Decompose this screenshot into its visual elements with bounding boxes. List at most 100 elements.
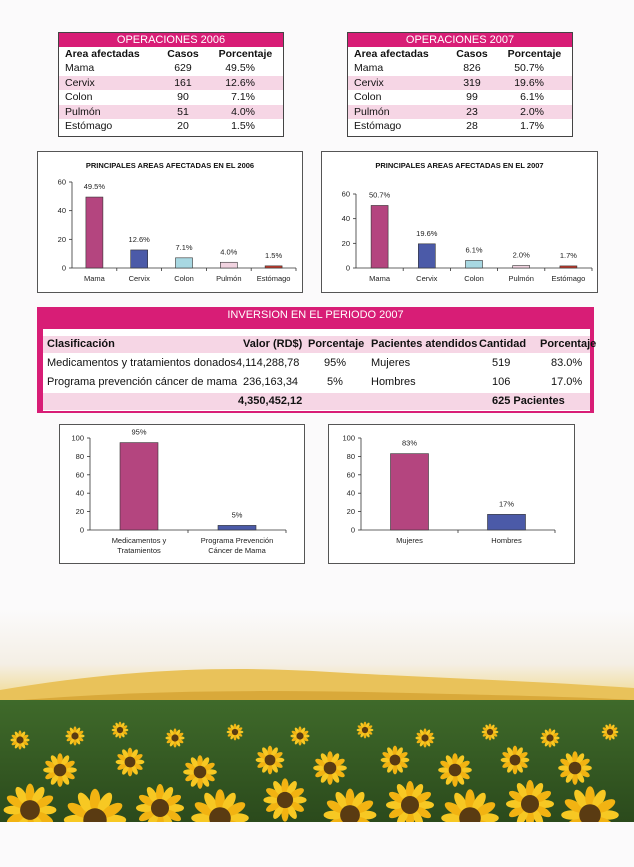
table-row: Cervix 161 12.6%: [59, 75, 283, 90]
cell-porcentaje: 17.0%: [551, 376, 583, 388]
chart-bar: [370, 205, 389, 269]
category-label: Medicamentos y Tratamientos: [112, 536, 167, 555]
cell-area: Pulmón: [348, 104, 448, 119]
operations-2007-title: OPERACIONES 2007: [348, 33, 572, 47]
chart-bar: [220, 261, 238, 269]
sunflower: [226, 723, 244, 741]
category-label: Mujeres: [396, 536, 423, 545]
chart-2007: PRINCIPALES AREAS AFECTADAS EN EL 2007 0…: [321, 151, 598, 293]
table-row: Pulmón 23 2.0%: [348, 104, 572, 119]
y-tick-label: 0: [80, 526, 84, 535]
header-area: Area afectadas: [65, 48, 140, 60]
category-label: Cervix: [129, 274, 151, 283]
cell-area: Mama: [354, 62, 384, 75]
table-row: Mujeres 519 83.0%: [367, 355, 590, 372]
cell-area: Cervix: [348, 75, 448, 90]
header-casos: Casos: [167, 48, 199, 60]
cell-area: Mama: [65, 62, 95, 75]
sunflower: [183, 755, 217, 789]
cell-porcentaje: 5%: [327, 376, 343, 388]
table-row: Cervix 319 19.6%: [348, 75, 572, 90]
chart-bar: [487, 514, 526, 531]
chart-bar: [512, 265, 530, 269]
table-row: Mama 629 49.5%: [59, 61, 283, 76]
y-tick-label: 40: [58, 206, 66, 215]
sunflower: [263, 778, 307, 822]
header-area: Area afectadas: [354, 48, 429, 60]
sunflower: [43, 753, 77, 787]
sunflower: [481, 723, 499, 741]
y-tick-label: 80: [347, 452, 355, 461]
sunflower: [601, 723, 619, 741]
cell-area: Colon: [65, 91, 93, 104]
chart-2006-title: PRINCIPALES AREAS AFECTADAS EN EL 2006: [85, 161, 255, 170]
chart-bar: [119, 442, 159, 531]
table-header-row: Pacientes atendidos Cantidad Porcentaje: [367, 336, 596, 353]
category-label: Estómago: [257, 274, 291, 283]
y-tick-label: 20: [58, 235, 66, 244]
chart-bar: [465, 260, 483, 269]
sunflower: [290, 726, 310, 746]
sunflower: [438, 753, 472, 787]
cell-porcentaje: 50.7%: [514, 62, 544, 75]
chart-2007-title: PRINCIPALES AREAS AFECTADAS EN EL 2007: [375, 161, 544, 170]
cell-tipo: Mujeres: [371, 357, 411, 369]
total-pacientes: 625 Pacientes: [492, 395, 565, 407]
sunflower: [313, 751, 347, 785]
chart-bar: [418, 243, 436, 269]
data-label: 4.0%: [220, 247, 237, 256]
cell-tipo: Hombres: [371, 376, 416, 388]
table-total-row: 625 Pacientes: [367, 393, 590, 410]
cell-casos: 319: [447, 75, 497, 90]
data-label: 49.5%: [84, 182, 106, 191]
data-label: 17%: [499, 499, 514, 508]
page-bottom-margin: [0, 822, 634, 867]
y-tick-label: 60: [58, 178, 66, 187]
sunflower: [165, 728, 185, 748]
y-tick-label: 40: [342, 214, 350, 223]
cell-clasificacion: Medicamentos y tratamientos donados: [47, 357, 236, 369]
sunflower: [441, 789, 499, 822]
cell-porcentaje: 1.5%: [231, 120, 255, 133]
y-tick-label: 0: [346, 264, 350, 273]
category-label: Cervix: [416, 274, 438, 283]
cell-casos: 629: [174, 62, 192, 75]
header-casos: Casos: [456, 48, 488, 60]
y-tick-label: 20: [76, 507, 84, 516]
chart-patients: 0 20 40 60 80 100 83% Mujeres 17% Hombres: [328, 424, 575, 564]
table-row: Mama 826 50.7%: [348, 61, 572, 76]
cell-porcentaje: 83.0%: [551, 357, 583, 369]
y-tick-label: 60: [76, 470, 84, 479]
cell-casos: 161: [158, 75, 208, 90]
data-label: 6.1%: [465, 245, 482, 254]
sunflower: [415, 728, 435, 748]
header-porcentaje: Porcentaje: [218, 48, 273, 60]
cell-casos: 51: [158, 104, 208, 119]
cell-porcentaje: 12.6%: [207, 75, 283, 90]
cell-cantidad: 519: [492, 357, 511, 369]
cell-porcentaje: 7.1%: [231, 91, 255, 104]
cell-area: Estómago: [65, 120, 113, 133]
total-valor: 4,350,452,12: [238, 395, 303, 407]
sunflower-field: [0, 700, 634, 822]
header-porcentaje: Porcentaje: [507, 48, 562, 60]
sunflowers-illustration: [3, 721, 619, 822]
data-label: 1.7%: [560, 251, 577, 260]
table-row: Hombres 106 17.0%: [367, 374, 590, 391]
cell-area: Cervix: [59, 75, 159, 90]
chart-inversion-plot: 0 20 40 60 80 100 95% Medicamentos y Tratamiento…: [71, 428, 287, 555]
y-tick-label: 0: [62, 264, 66, 273]
cell-area: Colon: [354, 91, 382, 104]
chart-bar: [130, 249, 148, 269]
sunflower: [191, 789, 249, 822]
header-cantidad: Cantidad: [479, 338, 527, 350]
operations-2007-grid: Area afectadas Casos Porcentaje Mama 826…: [348, 47, 572, 134]
cell-cantidad: 106: [492, 376, 511, 388]
y-tick-label: 40: [76, 489, 84, 498]
sunflower: [540, 728, 560, 748]
y-tick-label: 100: [71, 434, 84, 443]
category-label: Pulmón: [508, 274, 533, 283]
inversion-panel: INVERSION EN EL PERIODO 2007 Clasificaci…: [37, 307, 596, 413]
inversion-classification-table: Clasificación Valor (RD$) Porcentaje Med…: [43, 329, 393, 411]
inversion-patients-table: Pacientes atendidos Cantidad Porcentaje …: [367, 329, 596, 411]
